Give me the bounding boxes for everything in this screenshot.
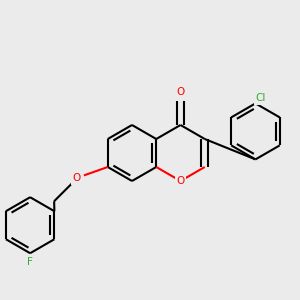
Text: F: F xyxy=(27,257,33,267)
Text: O: O xyxy=(176,87,184,97)
Text: O: O xyxy=(73,173,81,183)
Text: Cl: Cl xyxy=(255,93,266,103)
Text: O: O xyxy=(176,176,184,186)
